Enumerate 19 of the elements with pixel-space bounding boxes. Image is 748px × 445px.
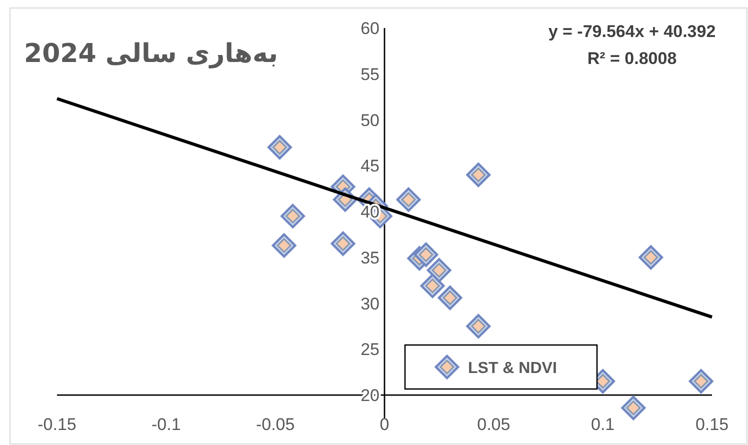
chart-title: بەهاری سالی 2024 xyxy=(24,39,278,69)
x-tick-label: 0.15 xyxy=(695,415,729,434)
x-tick-label: -0.05 xyxy=(256,415,295,434)
annotation: R² = 0.8008 xyxy=(587,49,677,68)
x-tick-label: -0.1 xyxy=(152,415,181,434)
y-tick-label: 60 xyxy=(360,19,380,38)
y-tick-label: 50 xyxy=(360,110,380,130)
y-tick-label: 30 xyxy=(360,294,380,314)
y-tick-label: 55 xyxy=(360,64,380,84)
y-tick-label: 25 xyxy=(360,340,380,360)
y-tick-label: 35 xyxy=(360,248,380,268)
legend: LST & NDVI xyxy=(404,344,598,390)
legend-label: LST & NDVI xyxy=(468,360,557,377)
x-tick-label: -0.15 xyxy=(38,415,76,434)
annotation: y = -79.564x + 40.392 xyxy=(548,22,716,41)
x-tick-label: 0 xyxy=(380,415,390,434)
x-tick-label: 0.1 xyxy=(591,415,615,434)
y-tick-label: 45 xyxy=(360,156,380,176)
x-tick-label: 0.05 xyxy=(477,415,510,434)
